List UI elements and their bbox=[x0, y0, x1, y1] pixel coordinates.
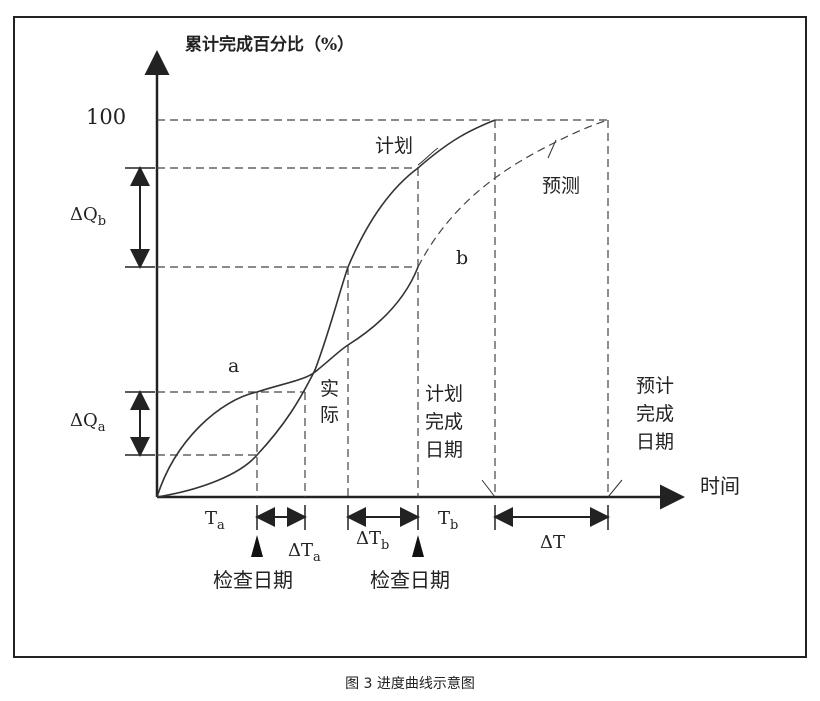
check-date-label: 检查日期 bbox=[370, 568, 450, 592]
y-axis-title: 累计完成百分比（%） bbox=[185, 34, 354, 55]
actual-label: 实际 bbox=[320, 378, 339, 426]
level-label: 100 bbox=[86, 105, 126, 129]
forecast-curve bbox=[417, 119, 609, 268]
frame bbox=[13, 16, 807, 658]
label-main: ΔT bbox=[356, 528, 381, 549]
delta-q-a-label: ΔQa bbox=[70, 410, 106, 435]
t-a-label: Ta bbox=[205, 508, 225, 533]
label-subscript: a bbox=[217, 518, 225, 533]
arrow-stops bbox=[125, 167, 155, 456]
delta-t-a-label: ΔTa bbox=[288, 540, 321, 565]
arrow-stops bbox=[256, 505, 609, 530]
label-line: 日期 bbox=[636, 431, 674, 453]
label-main: T bbox=[205, 508, 217, 529]
caption: 图 3 进度曲线示意图 bbox=[345, 675, 475, 692]
label-line: 实 bbox=[320, 378, 339, 400]
point-label: b bbox=[456, 247, 468, 269]
label-line: 预计 bbox=[636, 375, 674, 397]
label-line: 完成 bbox=[425, 411, 463, 433]
check-date-label: 检查日期 bbox=[213, 568, 293, 592]
label-subscript: a bbox=[313, 550, 321, 565]
delta-t-label: ΔT bbox=[540, 532, 565, 553]
check-marker bbox=[251, 535, 263, 557]
check-marker bbox=[412, 535, 424, 557]
label-subscript: b bbox=[450, 518, 458, 533]
point-label: a bbox=[228, 355, 239, 377]
leader-lines bbox=[417, 139, 623, 498]
label-line: 际 bbox=[320, 404, 339, 426]
label-main: ΔQ bbox=[70, 410, 98, 431]
label-main: ΔQ bbox=[70, 204, 98, 225]
plan-curve bbox=[156, 119, 496, 498]
guide-lines bbox=[157, 119, 609, 497]
plan-label: 计划 bbox=[375, 135, 413, 157]
label-line: 日期 bbox=[425, 439, 463, 461]
label-subscript: b bbox=[98, 214, 106, 229]
delta-t-b-label: ΔTb bbox=[356, 528, 389, 553]
delta-q-b-label: ΔQb bbox=[70, 204, 106, 229]
label-subscript: a bbox=[98, 420, 106, 435]
t-b-label: Tb bbox=[438, 508, 458, 533]
label-subscript: b bbox=[381, 538, 389, 553]
actual-curve bbox=[156, 266, 419, 498]
forecast-label: 预测 bbox=[542, 175, 580, 197]
label-main: ΔT bbox=[288, 540, 313, 561]
x-axis-title: 时间 bbox=[700, 474, 740, 498]
label-line: 完成 bbox=[636, 403, 674, 425]
label-main: T bbox=[438, 508, 450, 529]
label-line: 计划 bbox=[425, 383, 463, 405]
